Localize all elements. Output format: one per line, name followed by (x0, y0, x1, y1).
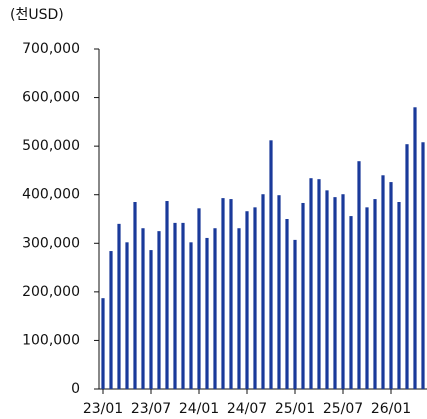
bar (325, 190, 329, 389)
x-tick-label: 24/01 (179, 401, 219, 417)
bar (205, 237, 209, 389)
bar (237, 228, 241, 389)
y-tick-label: 200,000 (22, 284, 80, 300)
x-tick-label: 26/01 (371, 401, 411, 417)
bar (341, 194, 345, 389)
y-tick-label: 400,000 (22, 187, 80, 203)
bar (269, 140, 273, 389)
bar (133, 202, 137, 389)
bar (245, 211, 249, 389)
y-tick-label: 500,000 (22, 138, 80, 154)
bar (165, 201, 169, 389)
bar (141, 228, 145, 389)
bar (117, 223, 121, 389)
bar (293, 239, 297, 389)
bar (413, 107, 417, 390)
bar (125, 242, 129, 389)
y-tick-label: 700,000 (22, 41, 80, 57)
bar (365, 207, 369, 389)
bar (277, 195, 281, 389)
bar (149, 250, 153, 389)
bar (333, 197, 337, 389)
bar (349, 216, 353, 389)
x-tick-label: 25/01 (275, 401, 315, 417)
bar (213, 228, 217, 389)
x-tick-label: 23/07 (131, 401, 171, 417)
bar (317, 179, 321, 389)
bar (189, 242, 193, 389)
bar (181, 222, 185, 389)
bar (373, 199, 377, 389)
bar (397, 202, 401, 389)
bar (229, 199, 233, 389)
bar (421, 142, 425, 389)
bar (253, 207, 257, 389)
bar (285, 219, 289, 389)
x-tick-label: 25/07 (323, 401, 363, 417)
x-tick-label: 24/07 (227, 401, 267, 417)
y-tick-label: 100,000 (22, 332, 80, 348)
y-axis-unit: (천USD) (10, 7, 64, 23)
bar (405, 144, 409, 389)
x-tick-label: 23/01 (83, 401, 123, 417)
bar (357, 161, 361, 389)
bar (101, 298, 105, 389)
bar (389, 182, 393, 389)
y-tick-label: 300,000 (22, 235, 80, 251)
bar (309, 178, 313, 389)
bar (381, 175, 385, 389)
y-tick-label: 600,000 (22, 90, 80, 106)
bar (173, 222, 177, 389)
bar (157, 231, 161, 389)
bar (301, 202, 305, 389)
bar (221, 198, 225, 389)
bar (109, 251, 113, 389)
y-tick-label: 0 (71, 381, 80, 397)
bar (261, 194, 265, 389)
bar (197, 208, 201, 389)
